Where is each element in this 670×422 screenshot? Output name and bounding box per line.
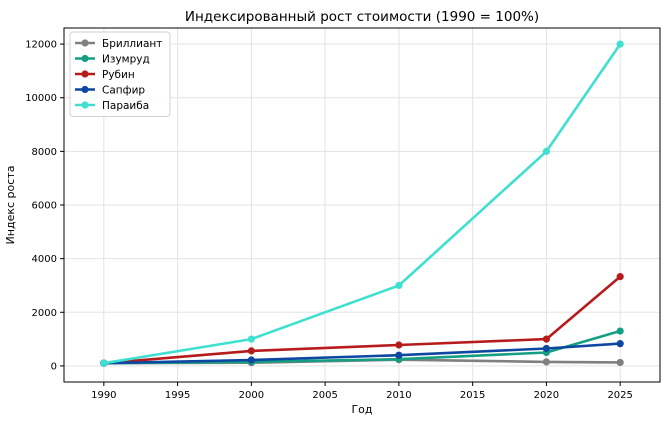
x-tick-label: 2025	[607, 390, 632, 401]
legend-label: Изумруд	[102, 53, 150, 65]
x-tick-label: 1990	[91, 390, 116, 401]
data-point	[616, 327, 624, 335]
series-group	[100, 40, 624, 367]
data-point	[247, 335, 255, 343]
data-point	[542, 358, 551, 366]
legend-swatch-marker	[81, 85, 89, 94]
legend-label: Параиба	[102, 100, 149, 112]
x-tick-label: 2010	[386, 390, 411, 401]
data-point	[616, 340, 624, 348]
y-tick-label: 4000	[32, 254, 57, 265]
series-4	[100, 40, 624, 367]
legend: Бриллиант Изумруд Рубин Сапфир Параиба	[69, 31, 171, 117]
x-tick-label: 2005	[312, 390, 337, 401]
data-point	[542, 335, 551, 343]
data-point	[247, 347, 255, 355]
data-point	[542, 147, 551, 155]
legend-swatch-marker	[81, 101, 89, 109]
data-point	[542, 344, 551, 353]
legend-label: Бриллиант	[102, 38, 162, 50]
data-point	[395, 351, 403, 359]
grid	[64, 28, 660, 382]
legend-swatch-marker	[81, 70, 89, 78]
legend-label: Рубин	[102, 69, 135, 81]
series-line	[103, 43, 622, 365]
legend-swatch-marker	[81, 54, 89, 63]
y-tick-label: 0	[51, 361, 57, 372]
legend-swatch-marker	[81, 39, 89, 47]
y-tick-label: 10000	[25, 93, 57, 104]
legend-item: Параиба	[75, 100, 149, 112]
data-point	[616, 40, 624, 48]
legend-item: Бриллиант	[75, 38, 162, 50]
series-3	[100, 340, 624, 367]
data-point	[395, 281, 403, 290]
data-point	[616, 273, 624, 281]
y-tick-label: 12000	[25, 40, 57, 51]
legend-item: Сапфир	[75, 84, 145, 96]
x-tick-label: 2020	[534, 390, 559, 401]
data-point	[100, 359, 108, 367]
legend-frame	[69, 31, 171, 117]
data-point	[247, 356, 255, 364]
x-tick-label: 1995	[165, 390, 190, 401]
x-axis-label: Год	[351, 403, 372, 416]
axis-ticks: 1990 1995 2000 2005 2010 2015 2020 2025 0 2000 400…	[25, 40, 633, 401]
y-tick-label: 8000	[32, 147, 57, 158]
legend-item: Изумруд	[75, 53, 150, 65]
x-tick-label: 2000	[239, 390, 264, 401]
x-tick-label: 2015	[460, 390, 485, 401]
data-point	[395, 341, 403, 349]
y-tick-label: 2000	[32, 308, 57, 319]
legend-item: Рубин	[75, 69, 135, 81]
legend-label: Сапфир	[102, 84, 145, 96]
data-point	[616, 358, 624, 367]
y-tick-label: 6000	[32, 201, 57, 212]
y-axis-label: Индекс роста	[4, 166, 17, 245]
chart-title: Индексированный рост стоимости (1990 = 1…	[185, 9, 539, 25]
